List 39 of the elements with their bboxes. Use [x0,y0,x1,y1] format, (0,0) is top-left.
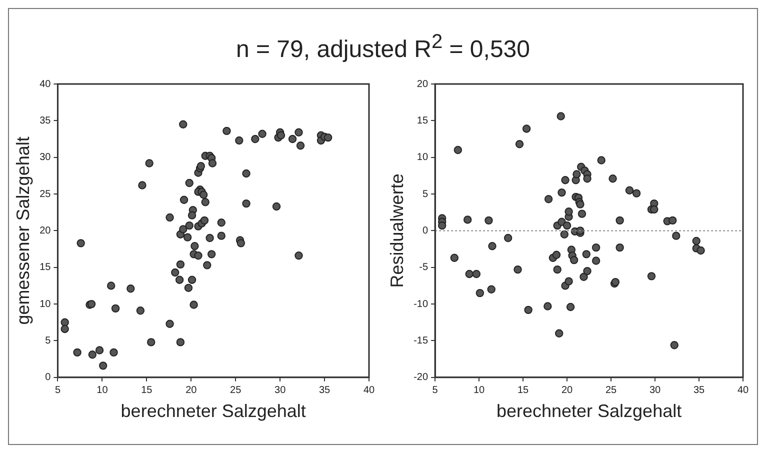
x-axis-title: berechneter Salzgehalt [496,401,682,422]
y-tick-label: 20 [40,225,52,236]
x-tick-label: 30 [649,385,662,396]
x-tick-label: 10 [473,385,486,396]
y-tick-label: 20 [416,78,428,90]
x-tick-label: 25 [605,385,618,396]
y-tick-label: 0 [45,372,52,384]
y-tick-label: 25 [40,188,52,200]
y-tick-label: 15 [416,115,428,126]
x-tick-label: 40 [363,385,375,396]
y-tick-label: 0 [422,225,428,236]
x-tick-label: 10 [96,385,108,396]
y-tick-label: 35 [40,115,52,126]
x-tick-label: 35 [318,385,331,396]
x-tick-label: 15 [517,385,530,396]
x-tick-label: 35 [693,385,706,396]
x-axis-title: berechneter Salzgehalt [120,401,306,422]
x-tick-label: 30 [274,385,286,396]
y-axis-title: Residualwerte [386,174,407,288]
x-tick-label: 15 [141,385,153,396]
y-axis-title: gemessener Salzgehalt [12,136,33,325]
y-tick-label: -10 [414,298,428,310]
x-tick-label: 20 [186,385,198,396]
y-tick-label: 5 [422,188,428,200]
x-tick-label: 20 [561,385,574,396]
x-tick-label: 40 [737,385,749,396]
y-tick-label: 15 [40,262,52,274]
y-tick-label: 10 [416,152,428,164]
y-tick-label: -5 [419,262,428,274]
x-tick-label: 5 [432,385,438,396]
y-tick-label: 30 [40,152,52,164]
x-tick-label: 25 [230,385,242,396]
y-tick-label: 5 [45,335,52,346]
x-tick-label: 5 [54,385,61,396]
y-tick-label: -20 [414,372,428,384]
y-tick-label: 40 [40,78,52,90]
y-tick-label: -15 [414,335,428,346]
chart-title: n = 79, adjusted R$^{2}$ = 0,530 [234,31,531,65]
y-tick-label: 10 [40,298,52,310]
